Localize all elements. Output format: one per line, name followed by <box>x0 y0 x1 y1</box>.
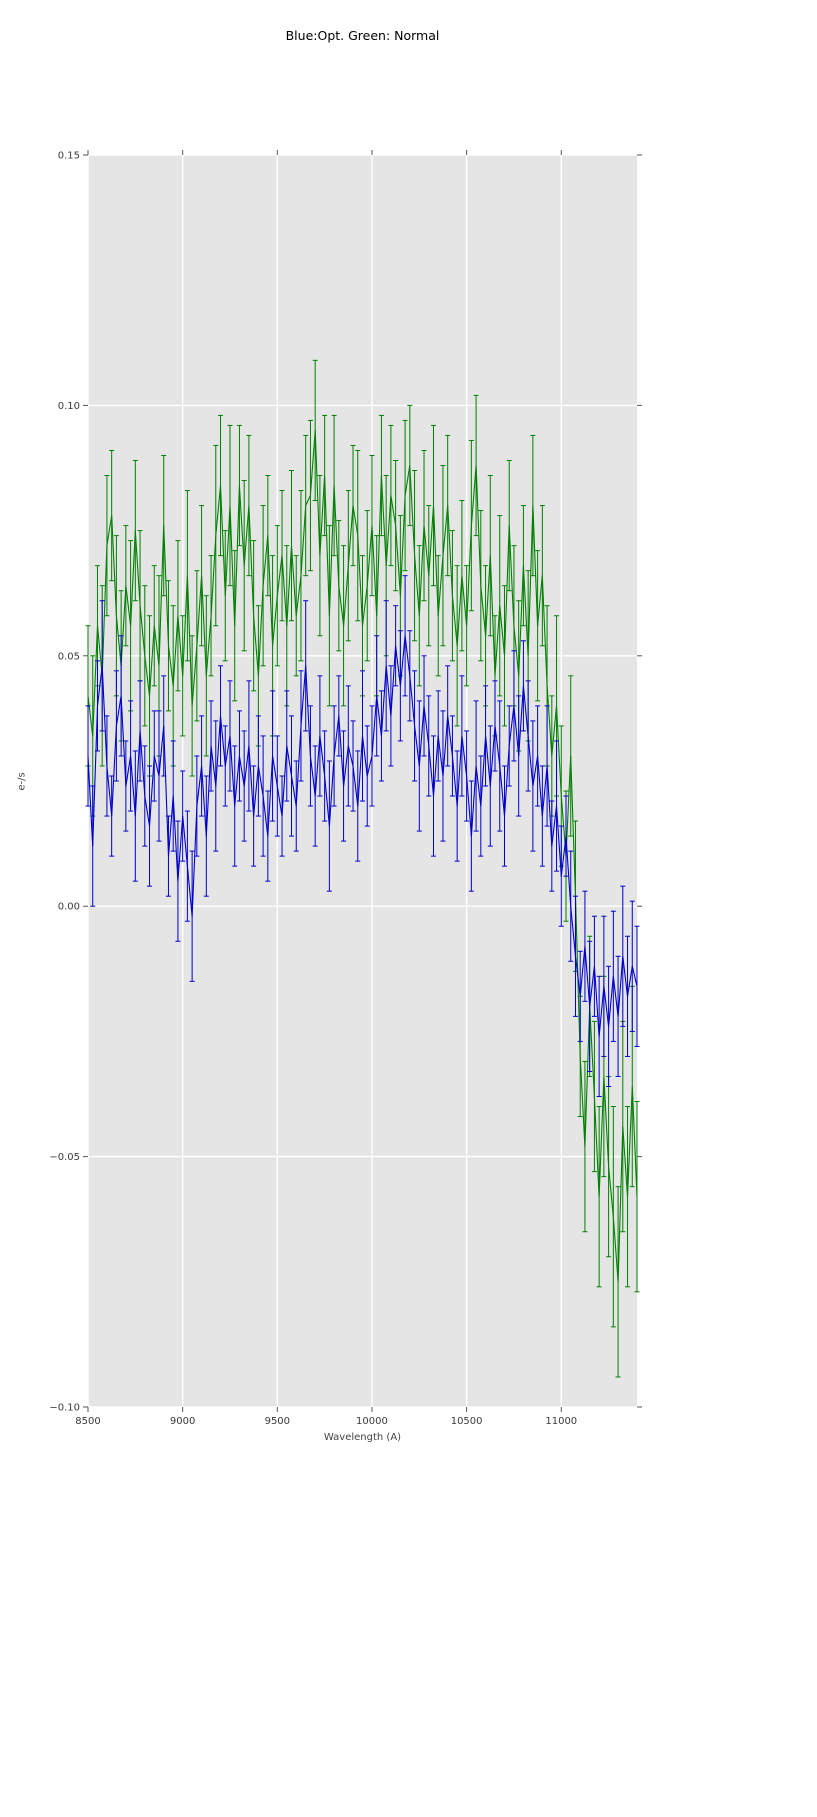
x-tick-label: 11000 <box>545 1416 577 1427</box>
x-tick-label: 10500 <box>451 1416 483 1427</box>
y-tick-label: 0.05 <box>58 651 80 662</box>
x-axis-label: Wavelength (A) <box>323 1432 402 1443</box>
x-tick-label: 9500 <box>265 1416 290 1427</box>
y-tick-label: 0.00 <box>58 902 80 913</box>
y-tick-label: 0.10 <box>58 401 80 412</box>
series-line-blue <box>87 635 638 1037</box>
chart-title: Blue:Opt. Green: Normal <box>285 28 440 43</box>
y-tick-label: −0.05 <box>49 1152 80 1163</box>
series-line-green <box>87 429 638 1283</box>
y-tick-label: −0.10 <box>49 1403 80 1414</box>
y-tick-label: 0.15 <box>58 151 80 162</box>
y-axis-label: e-/s <box>16 772 28 791</box>
x-tick-label: 9000 <box>170 1416 195 1427</box>
x-tick-label: 8500 <box>75 1416 100 1427</box>
x-tick-label: 10000 <box>356 1416 388 1427</box>
